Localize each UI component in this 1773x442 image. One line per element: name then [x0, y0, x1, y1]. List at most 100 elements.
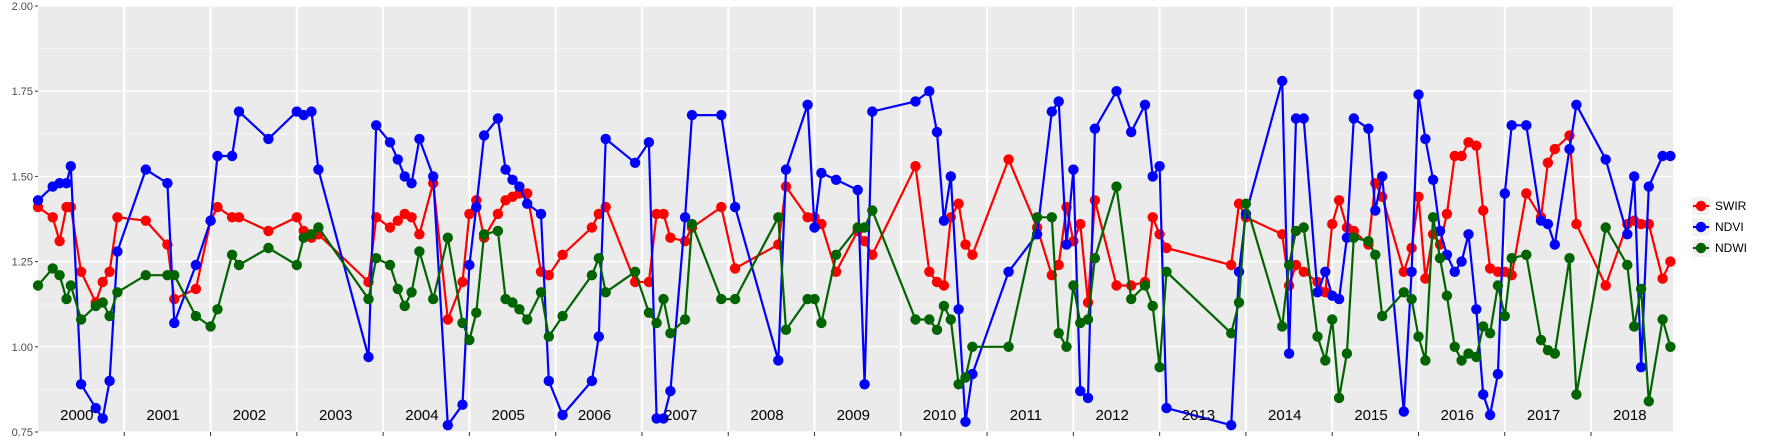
y-tick-label: 1.50 [12, 171, 33, 183]
data-point-ndwi [953, 379, 964, 390]
data-point-ndwi [478, 229, 490, 240]
data-point-ndwi [1312, 331, 1323, 342]
data-point-ndwi [1398, 287, 1410, 298]
y-tick-label: 2.00 [12, 1, 33, 13]
data-point-ndvi [1600, 154, 1611, 165]
data-point-ndvi [1161, 402, 1172, 414]
data-point-ndwi [967, 341, 978, 352]
data-point-ndwi [464, 334, 475, 346]
data-point-swir [867, 249, 878, 260]
data-point-ndwi [679, 314, 691, 325]
data-point-ndwi [651, 317, 662, 329]
data-point-ndvi [1571, 99, 1582, 111]
data-point-ndvi [226, 150, 238, 162]
data-point-ndwi [816, 317, 827, 329]
data-point-ndvi [1377, 171, 1388, 182]
data-point-ndwi [643, 307, 655, 318]
data-point-ndvi [471, 201, 482, 213]
data-point-ndwi [658, 293, 669, 305]
data-point-ndwi [1333, 392, 1345, 404]
data-point-ndwi [1600, 222, 1611, 233]
data-point-ndwi [1449, 341, 1460, 352]
data-point-ndvi [1542, 218, 1554, 230]
data-point-ndvi [97, 413, 108, 424]
data-point-ndwi [313, 222, 324, 233]
data-point-ndvi [212, 150, 223, 162]
data-point-swir [1082, 297, 1094, 308]
data-point-ndvi [478, 130, 490, 141]
data-point-ndwi [1456, 355, 1467, 366]
data-point-ndwi [1003, 341, 1014, 352]
data-point-ndwi [1420, 355, 1431, 366]
year-label: 2012 [1095, 407, 1128, 424]
data-point-swir [54, 236, 65, 247]
data-point-ndvi [1622, 229, 1633, 240]
data-point-ndwi [1492, 280, 1504, 291]
data-point-swir [924, 266, 935, 277]
data-point-ndvi [1478, 389, 1489, 400]
data-point-ndvi [1413, 89, 1424, 100]
data-point-ndwi [1635, 283, 1647, 295]
data-point-ndvi [1283, 348, 1295, 359]
data-point-ndwi [780, 324, 792, 335]
data-point-ndvi [1499, 188, 1511, 199]
data-point-ndwi [205, 321, 216, 332]
data-point-ndwi [1283, 259, 1295, 271]
data-point-ndwi [1046, 212, 1058, 223]
data-point-swir [910, 161, 921, 172]
data-point-swir [600, 201, 611, 213]
data-point-swir [557, 249, 568, 260]
data-point-swir [112, 212, 123, 223]
data-point-ndvi [1643, 181, 1655, 192]
data-point-swir [716, 201, 727, 213]
data-point-ndvi [90, 402, 102, 414]
year-label: 2016 [1441, 407, 1474, 424]
data-point-ndwi [1341, 348, 1353, 359]
data-point-ndwi [190, 310, 202, 322]
data-point-ndvi [1635, 362, 1647, 373]
year-labels: 2000 2001 2002 2003 2004 2005 2006 2007 2008 2009… [60, 407, 1646, 424]
data-point-ndvi [686, 109, 698, 121]
data-point-swir [190, 283, 202, 295]
data-point-ndvi [1521, 120, 1532, 131]
data-point-ndwi [1082, 314, 1094, 325]
data-point-swir [1226, 259, 1237, 271]
data-point-swir [1075, 218, 1086, 230]
data-point-ndwi [371, 253, 382, 264]
data-point-ndwi [1147, 300, 1158, 312]
data-point-ndwi [535, 287, 547, 298]
data-point-ndvi [1463, 229, 1474, 240]
data-point-ndvi [406, 178, 417, 189]
data-point-ndwi [1484, 328, 1496, 339]
data-point-ndvi [1549, 239, 1561, 250]
data-point-ndvi [658, 413, 669, 424]
data-point-ndwi [406, 287, 417, 298]
data-point-swir [457, 276, 468, 288]
data-point-ndvi [780, 164, 792, 175]
data-point-ndwi [1089, 253, 1101, 264]
data-point-ndwi [938, 300, 950, 312]
data-point-ndvi [543, 375, 554, 387]
data-point-ndwi [65, 280, 77, 291]
data-point-ndvi [1139, 99, 1151, 111]
data-point-ndwi [945, 314, 956, 325]
year-label: 2001 [146, 407, 179, 424]
data-point-swir [1089, 195, 1101, 206]
data-point-swir [291, 212, 302, 223]
data-point-ndvi [32, 195, 44, 206]
data-point-ndvi [867, 106, 878, 117]
data-point-ndwi [931, 324, 943, 335]
data-point-ndwi [291, 259, 302, 271]
data-point-ndvi [953, 304, 964, 315]
year-label: 2010 [923, 407, 956, 424]
data-point-ndwi [1154, 362, 1165, 373]
data-point-ndwi [471, 307, 482, 318]
data-point-swir [104, 266, 115, 277]
data-point-swir [97, 276, 108, 288]
data-point-ndwi [1233, 297, 1245, 308]
data-point-swir [1154, 229, 1165, 240]
data-point-ndwi [1622, 259, 1633, 271]
data-point-ndvi [859, 379, 870, 390]
data-point-ndvi [1111, 86, 1122, 97]
data-point-ndwi [593, 253, 604, 264]
